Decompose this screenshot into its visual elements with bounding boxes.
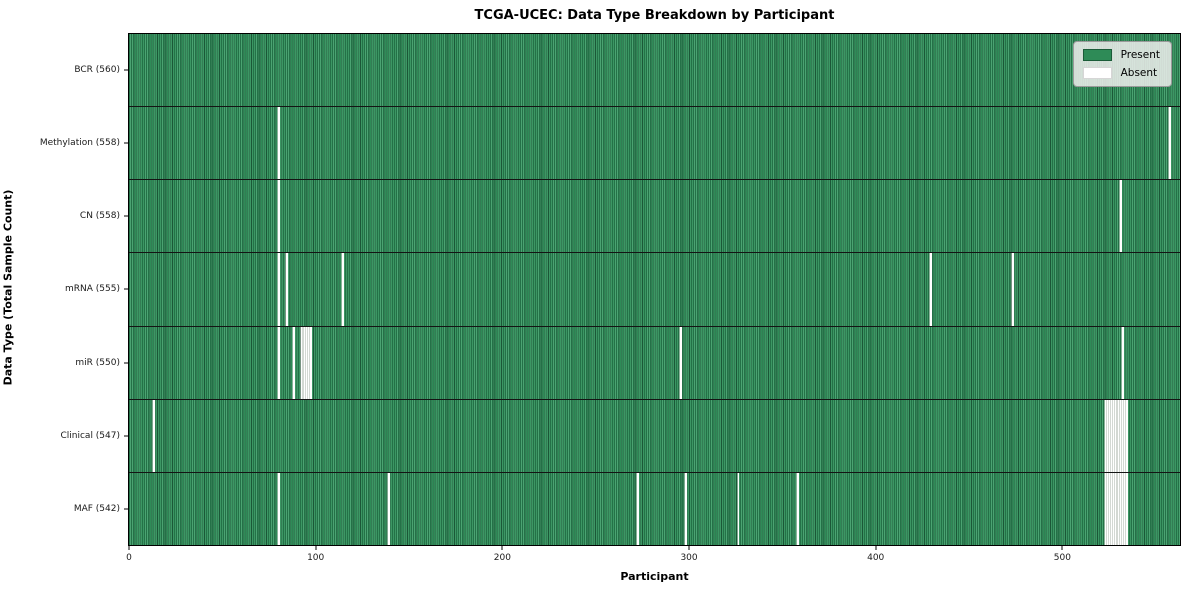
absent-cell <box>285 253 288 326</box>
absent-cell <box>1120 180 1123 253</box>
absent-cell <box>341 253 344 326</box>
absent-cell <box>797 472 800 545</box>
legend-entry-absent: Absent <box>1082 67 1160 79</box>
y-tick-mark <box>123 508 128 510</box>
absent-cell <box>1116 472 1119 545</box>
y-tick-mark <box>123 288 128 290</box>
chart-title: TCGA-UCEC: Data Type Breakdown by Partic… <box>474 8 835 23</box>
x-tick-mark <box>128 546 130 551</box>
x-tick-label-100: 100 <box>307 553 325 563</box>
y-tick-label-mir: miR (550) <box>75 357 120 368</box>
absent-cell <box>679 326 682 399</box>
heatmap-row-bcr: BCR (560) <box>74 34 1180 107</box>
absent-cell <box>1122 326 1124 399</box>
absent-cell <box>1114 472 1117 545</box>
absent-cell <box>1107 472 1110 545</box>
x-tick-mark <box>1061 546 1063 551</box>
legend-present-swatch <box>1082 49 1112 61</box>
absent-cell <box>308 326 311 399</box>
absent-cell <box>1105 399 1108 472</box>
heatmap-row-methylation: Methylation (558) <box>40 106 1180 180</box>
x-tick-label-200: 200 <box>493 553 511 563</box>
y-tick-label-mrna: mRNA (555) <box>65 284 120 295</box>
y-tick-mark <box>123 69 128 71</box>
absent-cell <box>1125 399 1128 472</box>
absent-cell <box>1125 472 1128 545</box>
y-tick-label-maf: MAF (542) <box>73 503 120 514</box>
heatmap-row-mir: miR (550) <box>75 325 1180 399</box>
y-tick-mark <box>123 362 128 364</box>
y-tick-label-methylation: Methylation (558) <box>39 138 120 149</box>
absent-cell <box>1112 472 1115 545</box>
absent-cell <box>1116 399 1119 472</box>
x-tick-mark <box>501 546 503 551</box>
legend-absent-swatch <box>1082 67 1112 79</box>
y-tick-label-cn: CN (558) <box>79 211 120 222</box>
absent-cell <box>737 472 740 545</box>
absent-cell <box>1118 399 1121 472</box>
heatmap-row-mrna: mRNA (555) <box>65 252 1180 326</box>
y-tick-mark <box>123 215 128 217</box>
absent-cell <box>1107 399 1110 472</box>
y-axis-label: Data Type (Total Sample Count) <box>1 189 15 386</box>
y-tick-label-bcr: BCR (560) <box>74 65 120 76</box>
y-tick-mark <box>123 435 128 437</box>
absent-cell <box>1122 472 1124 545</box>
absent-cell <box>293 326 296 399</box>
absent-cell <box>278 472 281 545</box>
x-tick-label-400: 400 <box>867 553 885 563</box>
legend-entry-present: Present <box>1082 49 1160 61</box>
absent-cell <box>302 326 305 399</box>
absent-cell <box>1105 472 1108 545</box>
absent-cell <box>685 472 688 545</box>
x-tick-mark <box>688 546 690 551</box>
absent-cell <box>278 253 281 326</box>
absent-cell <box>388 472 391 545</box>
absent-cell <box>300 326 303 399</box>
heatmap-row-clinical: Clinical (547) <box>60 398 1180 472</box>
absent-cell <box>1122 399 1124 472</box>
absent-cell <box>1123 399 1126 472</box>
heatmap-row-cn: CN (558) <box>80 179 1180 253</box>
absent-cell <box>1114 399 1117 472</box>
y-tick-label-clinical: Clinical (547) <box>60 430 120 441</box>
absent-cell <box>1011 253 1014 326</box>
x-axis-label: Participant <box>620 570 689 583</box>
absent-cell <box>153 399 156 472</box>
absent-cell <box>1120 472 1123 545</box>
absent-cell <box>1109 399 1111 472</box>
absent-cell <box>1109 472 1111 545</box>
absent-cell <box>278 180 281 253</box>
absent-cell <box>636 472 639 545</box>
x-tick-mark <box>315 546 317 551</box>
absent-cell <box>1110 399 1113 472</box>
x-tick-label-0: 0 <box>126 553 132 563</box>
absent-cell <box>1112 399 1115 472</box>
x-tick-label-500: 500 <box>1053 553 1071 563</box>
plot-area: BCR (560) Methylation (558) CN (558) mRNA (… <box>40 33 1181 563</box>
absent-cell <box>929 253 932 326</box>
absent-cell <box>278 326 281 399</box>
absent-cell <box>304 326 307 399</box>
absent-cell <box>1168 107 1171 180</box>
legend-present-label: Present <box>1120 49 1160 61</box>
absent-cell <box>306 326 309 399</box>
absent-cell <box>1120 399 1123 472</box>
y-tick-mark <box>123 142 128 144</box>
absent-cell <box>1110 472 1113 545</box>
x-tick-mark <box>875 546 877 551</box>
legend-absent-label: Absent <box>1120 67 1158 79</box>
absent-cell <box>1123 472 1126 545</box>
absent-cell <box>1118 472 1121 545</box>
legend: Present Absent <box>1072 41 1172 87</box>
absent-cell <box>278 107 281 180</box>
x-tick-label-300: 300 <box>680 553 698 563</box>
heatmap-row-maf: MAF (542) <box>74 471 1180 545</box>
absent-cell <box>310 326 312 399</box>
